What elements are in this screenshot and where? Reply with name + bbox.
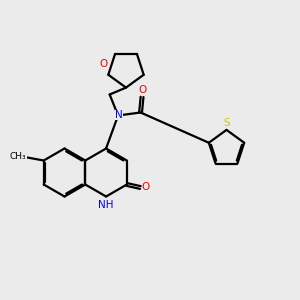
Text: N: N [115,110,122,120]
Text: O: O [138,85,146,95]
Text: CH₃: CH₃ [10,152,26,161]
Text: O: O [99,59,107,69]
Text: O: O [142,182,150,193]
Text: NH: NH [98,200,113,210]
Text: S: S [224,118,230,128]
